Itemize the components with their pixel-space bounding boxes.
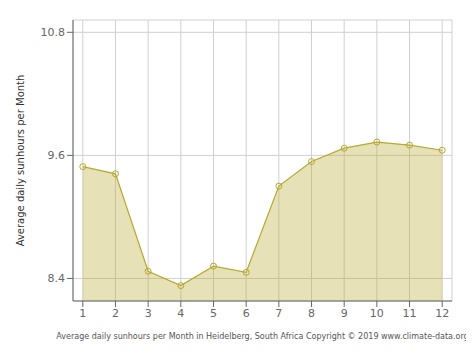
svg-text:7: 7: [275, 307, 282, 320]
svg-text:10.8: 10.8: [41, 26, 66, 39]
svg-text:3: 3: [145, 307, 152, 320]
svg-text:10: 10: [370, 307, 384, 320]
svg-text:5: 5: [210, 307, 217, 320]
svg-text:Average daily sunhours per Mon: Average daily sunhours per Month: [15, 75, 26, 247]
svg-text:2: 2: [112, 307, 119, 320]
svg-text:12: 12: [435, 307, 449, 320]
svg-text:9.6: 9.6: [48, 149, 66, 162]
svg-text:8: 8: [308, 307, 315, 320]
svg-text:4: 4: [177, 307, 184, 320]
svg-text:1: 1: [79, 307, 86, 320]
svg-text:6: 6: [243, 307, 250, 320]
svg-text:9: 9: [341, 307, 348, 320]
svg-text:8.4: 8.4: [48, 272, 66, 285]
svg-text:11: 11: [403, 307, 417, 320]
svg-text:Average daily sunhours per Mon: Average daily sunhours per Month in Heid…: [56, 332, 466, 341]
